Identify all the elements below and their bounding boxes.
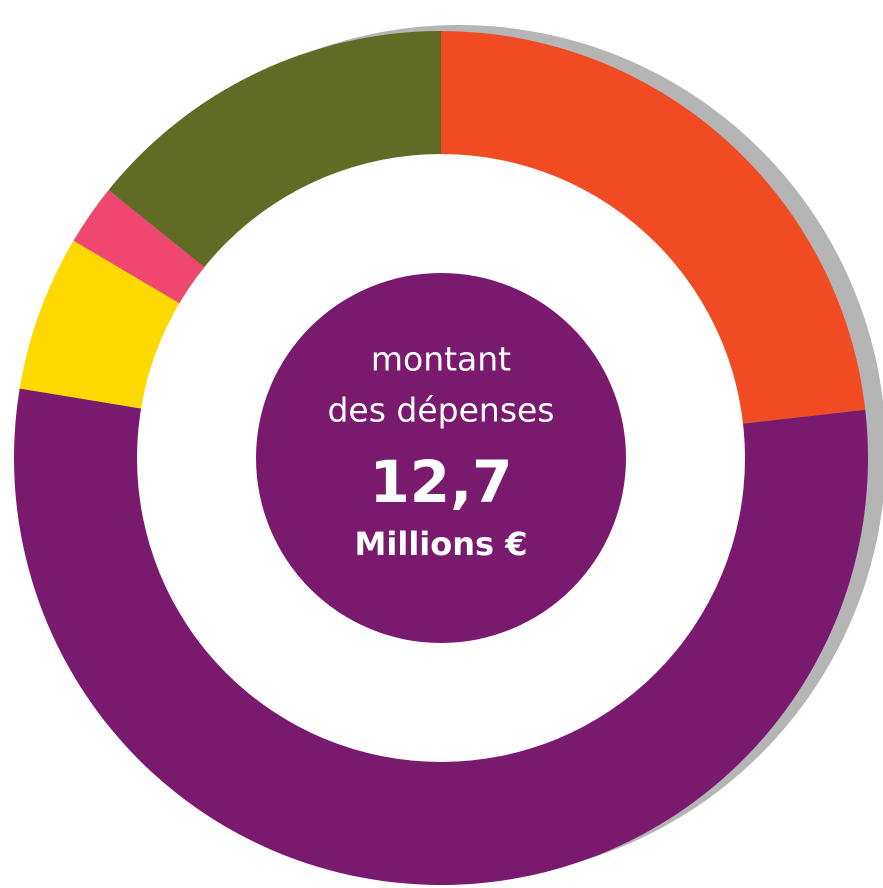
center-value: 12,7 (369, 448, 512, 516)
center-unit: Millions € (355, 525, 528, 563)
center-disc (256, 273, 626, 643)
center-line: montant (371, 340, 511, 379)
center-line: des dépenses (327, 391, 554, 430)
